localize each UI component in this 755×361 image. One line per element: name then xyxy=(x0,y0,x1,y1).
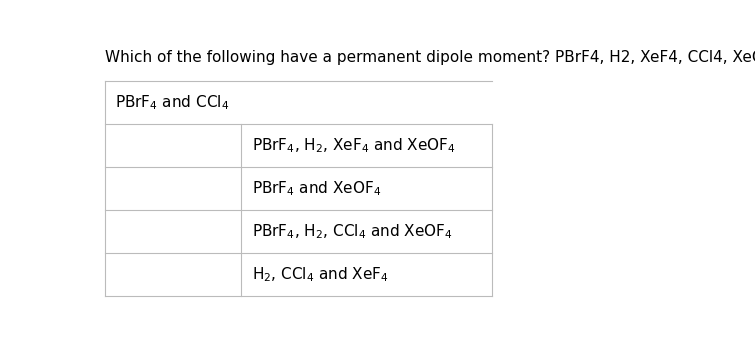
Text: H$_2$, CCl$_4$ and XeF$_4$: H$_2$, CCl$_4$ and XeF$_4$ xyxy=(251,265,389,284)
Text: PBrF$_4$ and XeOF$_4$: PBrF$_4$ and XeOF$_4$ xyxy=(251,179,381,198)
Text: Which of the following have a permanent dipole moment? PBrF4, H2, XeF4, CCl4, Xe: Which of the following have a permanent … xyxy=(105,50,755,65)
Text: PBrF$_4$, H$_2$, XeF$_4$ and XeOF$_4$: PBrF$_4$, H$_2$, XeF$_4$ and XeOF$_4$ xyxy=(251,136,455,155)
Text: PBrF$_4$, H$_2$, CCl$_4$ and XeOF$_4$: PBrF$_4$, H$_2$, CCl$_4$ and XeOF$_4$ xyxy=(251,222,452,241)
Text: PBrF$_4$ and CCl$_4$: PBrF$_4$ and CCl$_4$ xyxy=(116,93,230,112)
